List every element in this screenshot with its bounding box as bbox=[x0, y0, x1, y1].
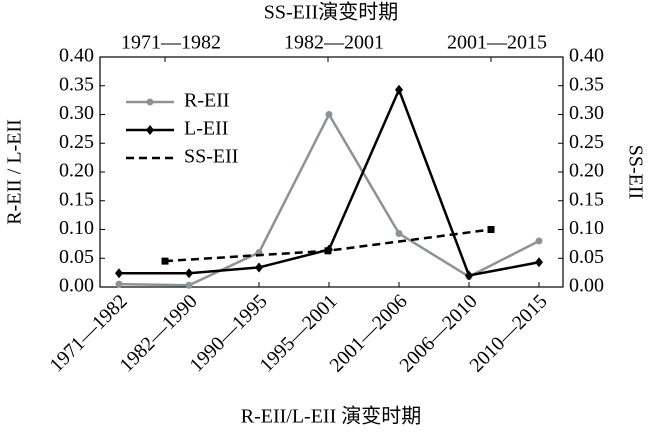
series-line bbox=[164, 228, 492, 263]
marker bbox=[185, 281, 193, 289]
x-axis-label: R-EII/L-EII 演变时期 bbox=[241, 405, 422, 428]
marker bbox=[535, 237, 543, 245]
marker bbox=[395, 84, 403, 95]
y-tick-label: 0.20 bbox=[59, 160, 94, 182]
y-tick-label: 0.35 bbox=[59, 73, 94, 95]
y-tick-label: 0.40 bbox=[59, 45, 94, 67]
marker bbox=[185, 268, 193, 279]
marker bbox=[161, 257, 169, 265]
marker bbox=[487, 226, 495, 233]
y2-tick-label: 0.25 bbox=[569, 131, 604, 153]
marker bbox=[325, 111, 333, 118]
marker bbox=[465, 270, 473, 281]
y-axis-label: R-EII / L-EII bbox=[4, 119, 26, 225]
y2-tick-label: 0.20 bbox=[569, 160, 604, 182]
marker bbox=[115, 280, 123, 288]
y2-tick-label: 0.00 bbox=[569, 275, 604, 297]
x2-tick-label: 2001—2015 bbox=[447, 32, 547, 54]
y2-tick-label: 0.10 bbox=[569, 217, 604, 239]
x2-tick-label: 1971—1982 bbox=[121, 32, 221, 54]
y-tick-label: 0.10 bbox=[59, 217, 94, 239]
y2-tick-label: 0.15 bbox=[569, 188, 604, 210]
y-tick-label: 0.05 bbox=[59, 246, 94, 268]
legend-label: L-EII bbox=[184, 118, 228, 140]
marker bbox=[255, 262, 263, 273]
marker bbox=[146, 98, 154, 106]
chart-title: SS-EII演变时期 bbox=[264, 1, 398, 24]
y-tick-label: 0.30 bbox=[59, 102, 94, 124]
legend-label: R-EII bbox=[184, 90, 230, 112]
marker bbox=[324, 247, 332, 255]
y-tick-label: 0.15 bbox=[59, 188, 94, 210]
y-tick-label: 0.25 bbox=[59, 131, 94, 153]
y2-tick-label: 0.35 bbox=[569, 73, 604, 95]
x2-tick-label: 1982—2001 bbox=[284, 32, 384, 54]
marker bbox=[146, 125, 154, 135]
y-tick-label: 0.00 bbox=[59, 275, 94, 297]
y2-tick-label: 0.30 bbox=[569, 102, 604, 124]
y2-tick-label: 0.40 bbox=[569, 45, 604, 67]
y2-axis-label: SS-EII bbox=[624, 145, 646, 199]
marker bbox=[535, 257, 543, 268]
marker bbox=[395, 230, 403, 238]
legend-label: SS-EII bbox=[184, 146, 238, 168]
y2-tick-label: 0.05 bbox=[569, 246, 604, 268]
marker bbox=[115, 268, 123, 279]
